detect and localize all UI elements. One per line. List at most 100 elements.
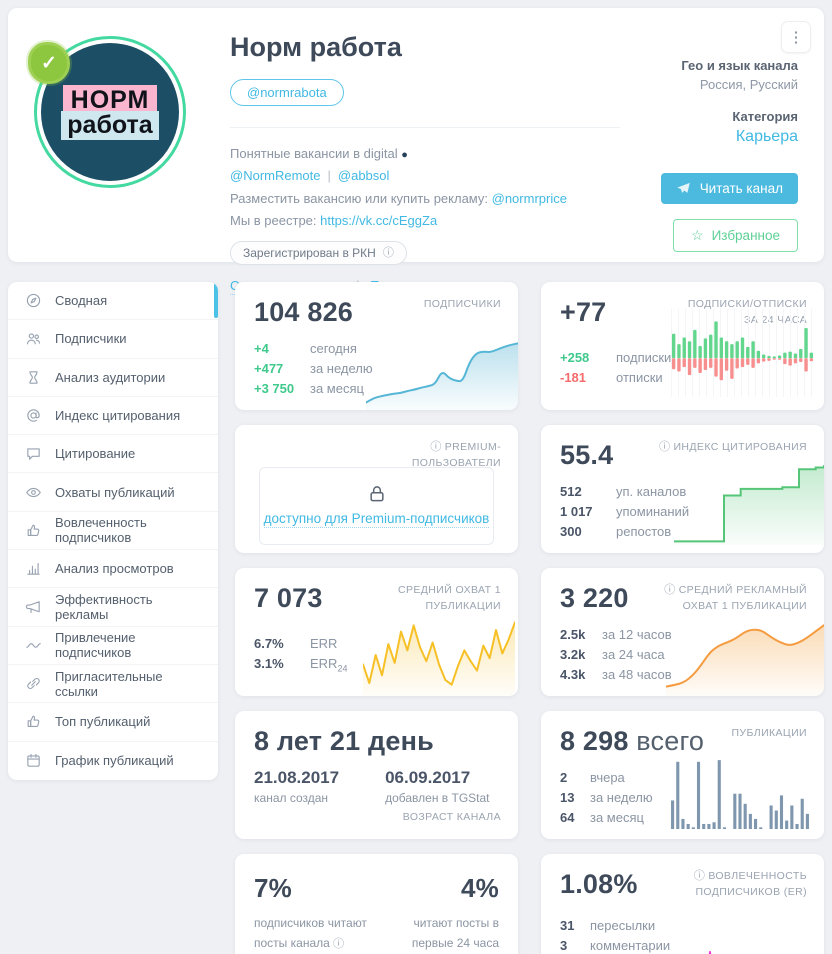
sidebar: Сводная Подписчики Анализ аудитории Инде… <box>8 282 218 780</box>
added-label: добавлен в TGStat <box>385 791 490 805</box>
stat-row: +477 за неделю <box>254 361 373 376</box>
megaphone-icon <box>25 599 42 616</box>
info-icon[interactable]: ⓘ <box>333 937 345 950</box>
card-subs-unsubs-24h: +77 ПОДПИСКИ/ОТПИСКИ ЗА 24 ЧАСА +258подп… <box>541 282 824 410</box>
telegram-plane-icon <box>676 182 690 193</box>
publications-total: 8 298 всего <box>560 726 705 756</box>
read-rate-value: 7% <box>254 873 292 903</box>
card-title-premium: ⓘ PREMIUM-ПОЛЬЗОВАТЕЛИ <box>411 441 501 469</box>
sidebar-item-citations[interactable]: Цитирование <box>8 435 218 474</box>
stat-row: +258 подписки <box>560 350 672 365</box>
sidebar-item-posts-schedule[interactable]: График публикаций <box>8 742 218 780</box>
eye-icon <box>25 484 42 501</box>
at-icon <box>25 407 42 424</box>
star-icon: ☆ <box>691 227 704 243</box>
sidebar-item-engagement[interactable]: Вовлеченность подписчиков <box>8 512 218 551</box>
chat-icon <box>25 445 42 462</box>
sidebar-item-ad-effectiveness[interactable]: Эффективность рекламы <box>8 588 218 627</box>
description-line1: Понятные вакансии в digital <box>230 146 402 161</box>
thumbs-up-icon <box>25 522 42 539</box>
users-icon <box>25 330 42 347</box>
stat-row: +4 сегодня <box>254 341 357 356</box>
desc-link-normrprice[interactable]: @normrprice <box>491 190 567 206</box>
thumbs-up-icon <box>25 713 42 730</box>
compass-icon <box>25 292 42 309</box>
channel-avatar: НОРМ работа ✓ <box>28 36 186 188</box>
publications-bar-chart <box>670 741 810 829</box>
category-meta: Категория Карьера <box>732 109 798 146</box>
desc-link-registry[interactable]: https://vk.cc/cEggZa <box>320 213 438 229</box>
info-icon[interactable]: ⓘ <box>430 441 442 453</box>
read-rate-right: 4% читают посты в первые 24 часа после п… <box>377 873 499 954</box>
channel-age-value: 8 лет 21 день <box>254 726 434 756</box>
lock-icon <box>369 486 384 502</box>
divider <box>230 127 620 128</box>
card-premium-users: ⓘ PREMIUM-ПОЛЬЗОВАТЕЛИ доступно для Premi… <box>235 425 518 553</box>
stat-row: 2 вчера <box>560 770 625 785</box>
sidebar-item-subscribers[interactable]: Подписчики <box>8 320 218 359</box>
sidebar-item-citation-index[interactable]: Индекс цитирования <box>8 397 218 436</box>
channel-header-card: ⋮ НОРМ работа ✓ Норм работа @normrabota … <box>8 8 824 296</box>
desc-link-abbsol[interactable]: @abbsol <box>337 168 390 184</box>
sidebar-item-invite-links[interactable]: Пригласительные ссылки <box>8 665 218 704</box>
stat-row: 64 за месяц <box>560 810 644 825</box>
card-subscribers: 104 826 ПОДПИСЧИКИ +4 сегодня +477 за неде… <box>235 282 518 410</box>
subscribers-count: 104 826 <box>254 297 353 327</box>
card-title-channel-age: ВОЗРАСТ КАНАЛА <box>402 811 501 824</box>
card-citation-index: 55.4 ⓘ ИНДЕКС ЦИТИРОВАНИЯ 512 уп. каналов … <box>541 425 824 553</box>
verified-badge-icon: ✓ <box>28 42 70 84</box>
stat-row: 13 за неделю <box>560 790 653 805</box>
hourglass-icon <box>25 369 42 386</box>
geo-meta: Гео и язык канала Россия, Русский <box>681 58 798 92</box>
link-icon <box>25 675 42 692</box>
sidebar-item-summary[interactable]: Сводная <box>8 282 218 321</box>
stat-row: 2.5k за 12 часов <box>560 627 672 642</box>
premium-upgrade-link[interactable]: доступно для Premium-подписчиков <box>263 511 490 528</box>
average-reach-value: 7 073 <box>254 583 323 613</box>
card-title-avg-reach: СРЕДНИЙ ОХВАТ 1 ПУБЛИКАЦИИ <box>397 584 501 612</box>
card-title-citation: ⓘ ИНДЕКС ЦИТИРОВАНИЯ <box>659 441 807 453</box>
stat-row: 6.7% ERR <box>254 636 338 651</box>
sidebar-item-subscriber-acquisition[interactable]: Привлечение подписчиков <box>8 627 218 665</box>
rkn-badge-label: Зарегистрирован в РКН <box>243 246 376 261</box>
info-icon[interactable]: ⓘ <box>693 870 706 882</box>
avatar-logo-line1: НОРМ <box>62 84 158 116</box>
desc-separator: | <box>327 168 331 184</box>
read-channel-button[interactable]: Читать канал <box>660 173 798 204</box>
card-title-engagement: ⓘ ВОВЛЕЧЕННОСТЬ ПОДПИСЧИКОВ (ER) <box>693 870 807 898</box>
card-engagement: 1.08% ⓘ ВОВЛЕЧЕННОСТЬ ПОДПИСЧИКОВ (ER) 31… <box>541 854 824 954</box>
added-date: 06.09.2017 <box>385 768 471 787</box>
description-line4: Мы в реестре: <box>230 213 321 229</box>
sidebar-item-views-analysis[interactable]: Анализ просмотров <box>8 550 218 589</box>
sidebar-item-post-reach[interactable]: Охваты публикаций <box>8 473 218 512</box>
avatar-logo-line2: работа <box>61 110 159 140</box>
card-ad-reach: 3 220 ⓘ СРЕДНИЙ РЕКЛАМНЫЙ ОХВАТ 1 ПУБЛИКА… <box>541 568 824 696</box>
favorite-button[interactable]: ☆ Избранное <box>673 219 798 252</box>
sidebar-item-top-posts[interactable]: Топ публикаций <box>8 703 218 742</box>
info-icon[interactable]: ⓘ <box>382 246 394 259</box>
channel-info: Норм работа @normrabota Понятные ваканси… <box>230 30 620 296</box>
read-rate-label: подписчиков читают посты канала ⓘ <box>254 916 367 950</box>
read-24h-label: читают посты в первые 24 часа после публ… <box>411 916 499 950</box>
rkn-badge: Зарегистрирован в РКН ⓘ <box>230 241 407 266</box>
sidebar-item-audience-analysis[interactable]: Анализ аудитории <box>8 359 218 397</box>
card-read-rate: 7% подписчиков читают посты канала ⓘ 4% … <box>235 854 518 954</box>
ad-reach-value: 3 220 <box>560 583 629 613</box>
info-icon[interactable]: ⓘ <box>664 584 676 596</box>
stat-row: +3 750 за месяц <box>254 381 364 396</box>
description-line3: Разместить вакансию или купить рекламу: <box>230 190 492 206</box>
stat-row: 3 комментарии <box>560 938 671 953</box>
card-channel-age: 8 лет 21 день 21.08.2017 канал создан 06… <box>235 711 518 839</box>
card-publications: 8 298 всего ПУБЛИКАЦИИ 2 вчера 13 за недел… <box>541 711 824 839</box>
created-date: 21.08.2017 <box>254 768 340 787</box>
info-icon[interactable]: ⓘ <box>659 441 671 453</box>
channel-username[interactable]: @normrabota <box>230 79 344 106</box>
premium-locked-box: доступно для Premium-подписчиков <box>259 467 494 545</box>
more-menu-button[interactable]: ⋮ <box>781 21 811 53</box>
subs-unsubs-bar-chart <box>671 309 814 397</box>
trend-line-icon <box>25 637 42 654</box>
category-link[interactable]: Карьера <box>735 128 798 145</box>
card-average-reach: 7 073 СРЕДНИЙ ОХВАТ 1 ПУБЛИКАЦИИ 6.7% ERR… <box>235 568 518 696</box>
desc-link-normremote[interactable]: @NormRemote <box>230 168 321 184</box>
